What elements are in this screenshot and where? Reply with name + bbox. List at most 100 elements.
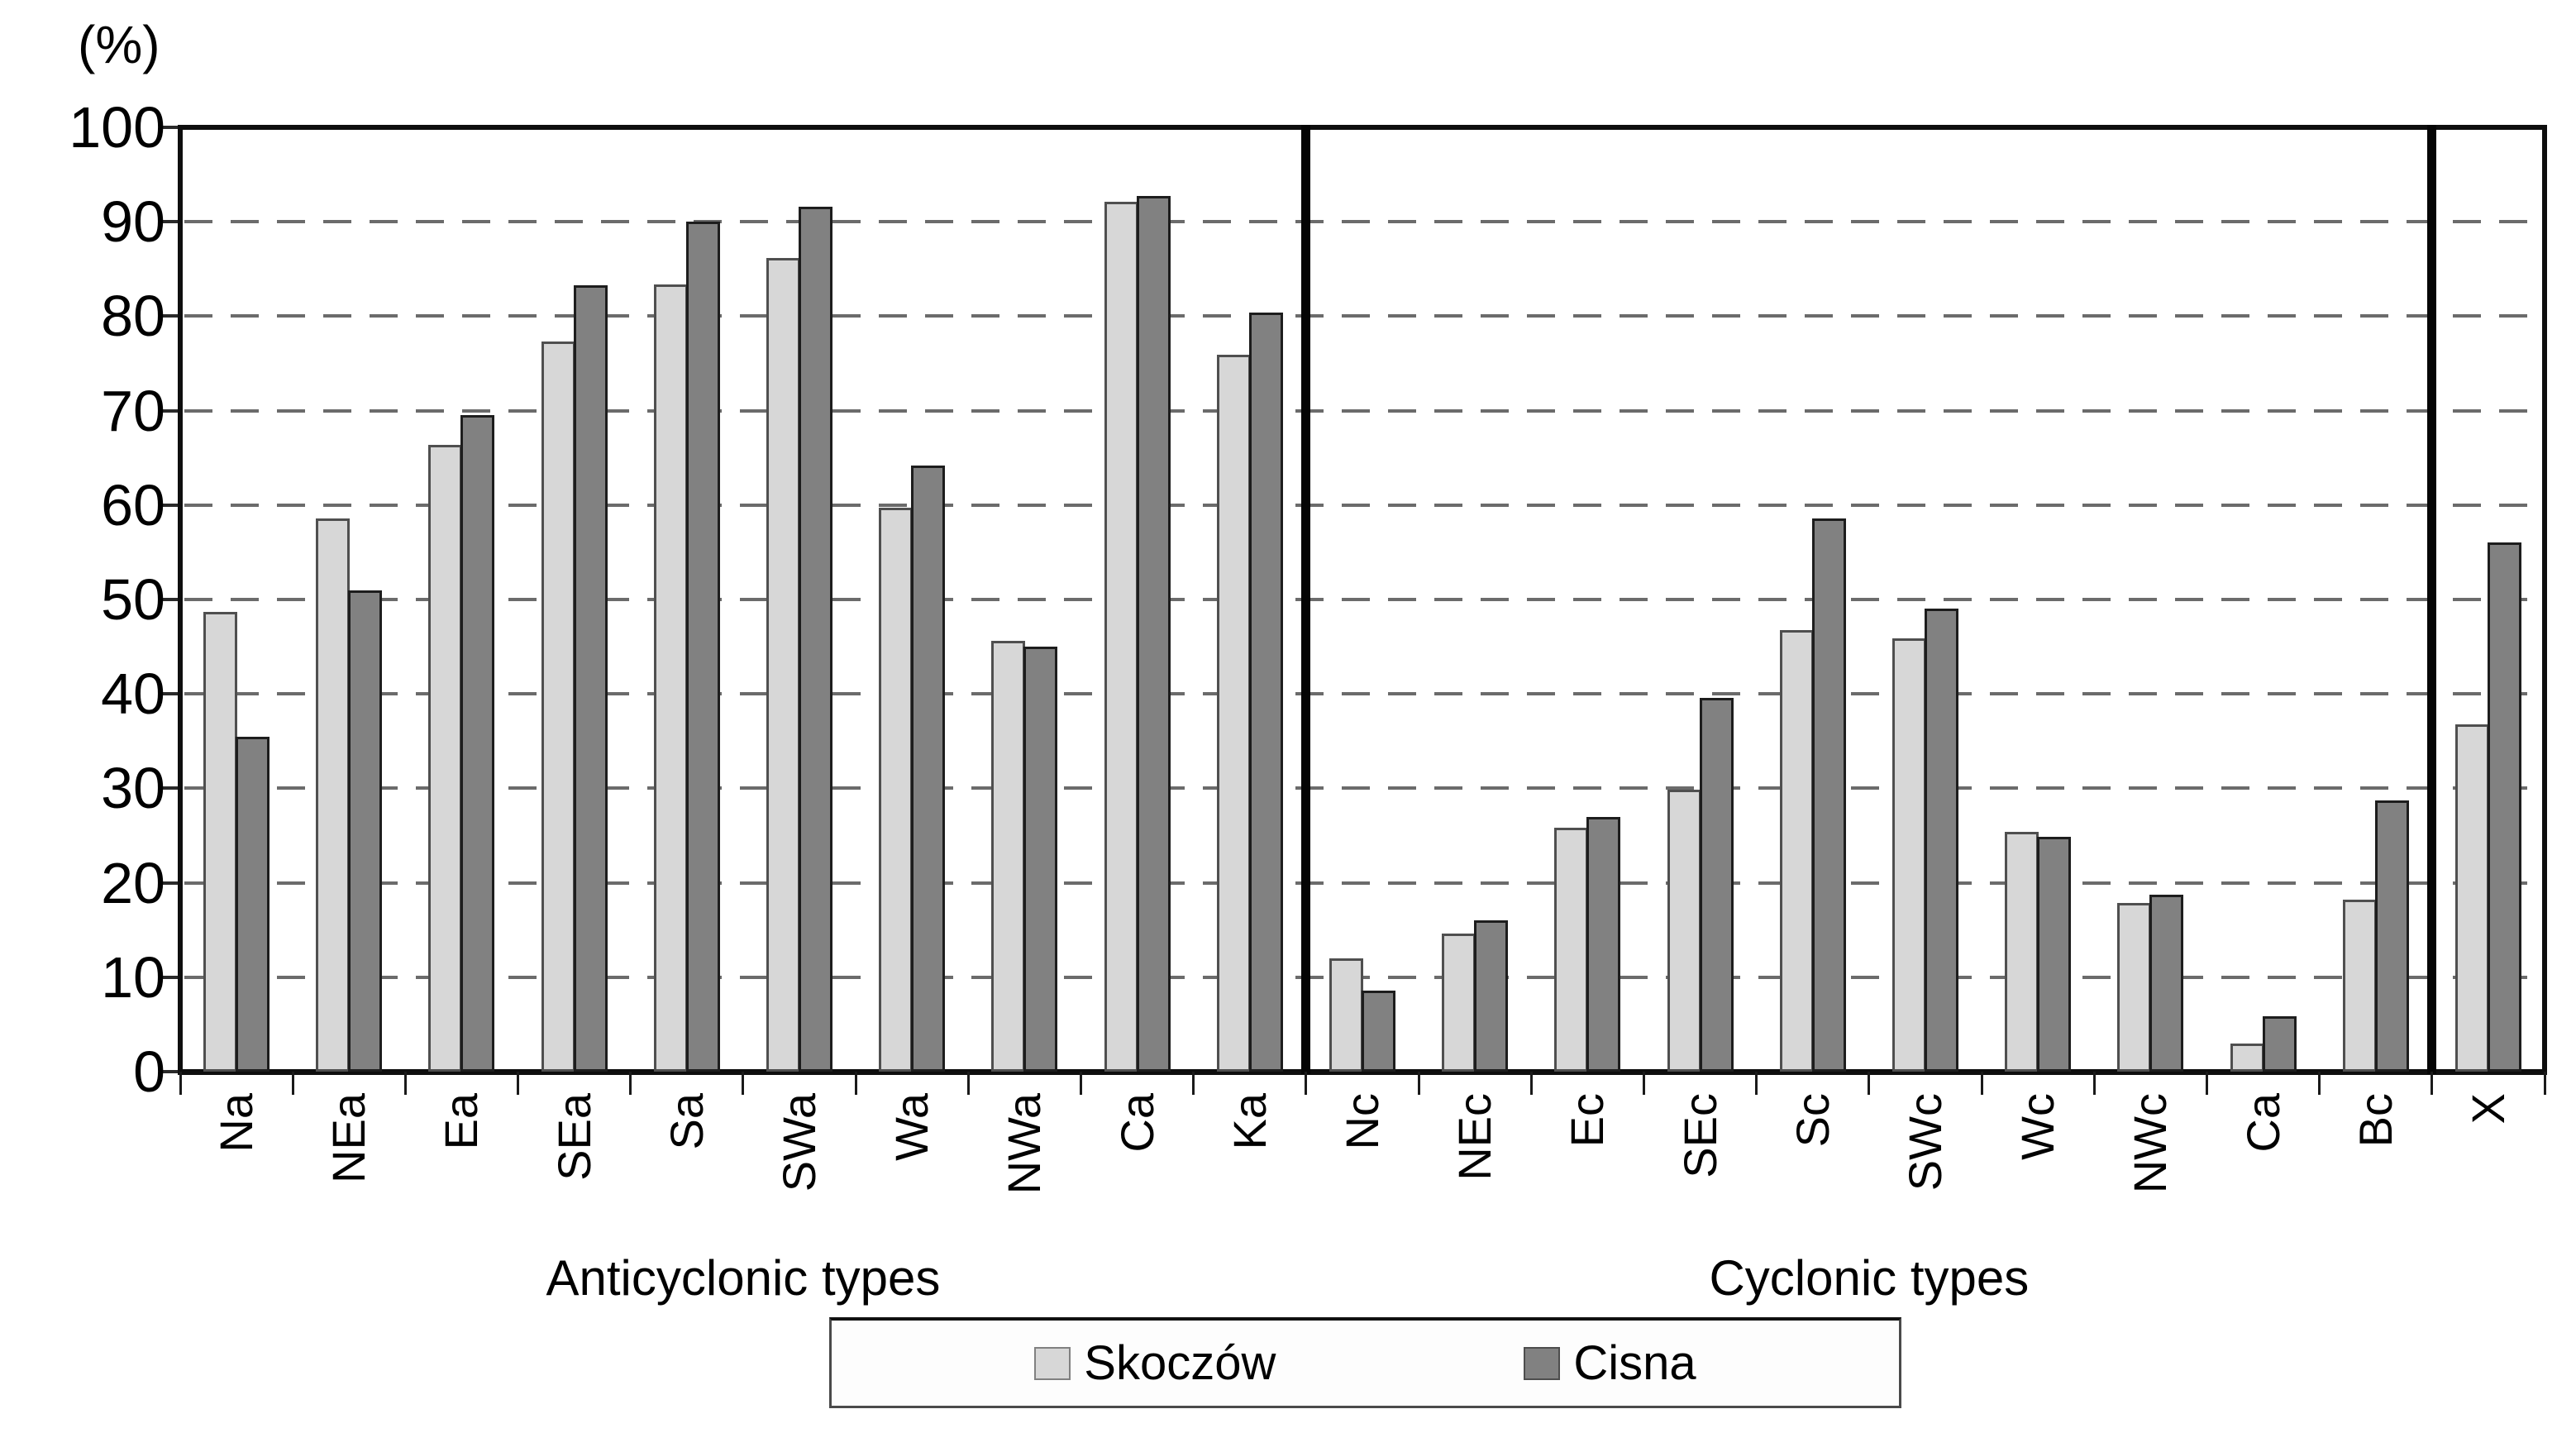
bar-skoczw-NWc-17 — [2117, 902, 2152, 1072]
x-axis-tick-4 — [629, 1072, 632, 1095]
x-axis-tick-8 — [1080, 1072, 1083, 1095]
bar-skoczw-Ca-8 — [1104, 202, 1138, 1072]
category-label-Ca-8: Ca — [1110, 1093, 1163, 1153]
section-label-cyclonic: Cyclonic types — [1709, 1250, 2030, 1306]
bar-skoczw-SEa-3 — [541, 342, 575, 1072]
plot-border-left — [178, 125, 183, 1074]
x-axis-tick-6 — [854, 1072, 857, 1095]
gridline-60 — [184, 503, 2542, 507]
category-label-SEc-13: SEc — [1673, 1093, 1726, 1178]
bar-skoczw-NEc-11 — [1442, 934, 1476, 1072]
y-tick-label-40: 40 — [101, 662, 165, 727]
section-separator-1 — [1301, 125, 1310, 1074]
category-label-Bc-19: Bc — [2349, 1093, 2402, 1148]
y-tick-label-50: 50 — [101, 567, 165, 632]
category-label-Wa-6: Wa — [885, 1093, 938, 1161]
gridline-30 — [184, 786, 2542, 791]
y-tick-40 — [159, 692, 180, 696]
bar-skoczw-Sc-14 — [1779, 629, 1814, 1072]
y-tick-70 — [159, 408, 180, 413]
bar-cisna-Na-0 — [236, 736, 270, 1072]
bar-skoczw-Nc-10 — [1329, 958, 1363, 1072]
x-axis-tick-10 — [1305, 1072, 1308, 1095]
x-axis-tick-7 — [966, 1072, 970, 1095]
x-axis-tick-17 — [2092, 1072, 2096, 1095]
bar-skoczw-SEc-13 — [1667, 789, 1701, 1072]
x-axis-line — [178, 1069, 2547, 1075]
x-axis-tick-12 — [1529, 1072, 1533, 1095]
category-label-Wc-16: Wc — [2011, 1093, 2064, 1160]
y-tick-label-90: 90 — [101, 189, 165, 255]
category-label-Nc-10: Nc — [1336, 1093, 1388, 1150]
bar-skoczw-Wc-16 — [2005, 831, 2039, 1072]
plot-border-top — [178, 125, 2547, 130]
gridline-50 — [184, 598, 2542, 601]
gridline-40 — [184, 692, 2542, 696]
bar-cisna-NWc-17 — [2149, 895, 2184, 1072]
x-axis-tick-1 — [291, 1072, 294, 1095]
legend-item-cisna: Cisna — [1524, 1335, 1696, 1390]
category-label-SWc-15: SWc — [1898, 1093, 1951, 1192]
bar-cisna-Ca-18 — [2262, 1015, 2297, 1072]
bar-skoczw-Ka-9 — [1216, 355, 1251, 1072]
category-label-Na-0: Na — [210, 1093, 263, 1153]
bar-cisna-Sc-14 — [1811, 518, 1846, 1072]
x-axis-tick-11 — [1417, 1072, 1420, 1095]
x-axis-tick-9 — [1192, 1072, 1195, 1095]
category-label-Ca-18: Ca — [2236, 1093, 2289, 1153]
legend-swatch-skoczow — [1034, 1346, 1071, 1380]
bar-skoczw-SWa-5 — [766, 257, 801, 1072]
bar-cisna-SWa-5 — [799, 206, 833, 1072]
gridline-20 — [184, 881, 2542, 885]
bar-skoczw-NEa-1 — [316, 518, 351, 1072]
category-label-NWc-17: NWc — [2124, 1093, 2177, 1194]
bar-cisna-NEa-1 — [348, 590, 383, 1072]
gridline-70 — [184, 408, 2542, 413]
bar-skoczw-Ca-18 — [2230, 1043, 2264, 1072]
x-axis-tick-15 — [1868, 1072, 1871, 1095]
category-label-SWa-5: SWa — [773, 1093, 826, 1192]
x-axis-tick-19 — [2318, 1072, 2321, 1095]
x-axis-tick-5 — [742, 1072, 745, 1095]
x-axis-tick-18 — [2205, 1072, 2208, 1095]
y-tick-90 — [159, 220, 180, 224]
gridline-90 — [184, 220, 2542, 224]
category-label-Sc-14: Sc — [1786, 1093, 1839, 1148]
y-tick-label-80: 80 — [101, 284, 165, 349]
y-tick-80 — [159, 314, 180, 318]
bar-cisna-NEc-11 — [1474, 920, 1509, 1072]
bar-cisna-SWc-15 — [1924, 609, 1958, 1072]
bar-cisna-X-20 — [2487, 542, 2521, 1072]
bar-skoczw-NWa-7 — [991, 641, 1026, 1072]
legend-swatch-cisna — [1524, 1346, 1561, 1380]
bar-cisna-Ca-8 — [1136, 196, 1171, 1072]
category-label-X-20: X — [2461, 1093, 2514, 1125]
y-tick-60 — [159, 503, 180, 507]
y-tick-label-70: 70 — [101, 378, 165, 443]
y-tick-20 — [159, 881, 180, 885]
bar-skoczw-Ea-2 — [428, 444, 463, 1072]
bar-cisna-Sa-4 — [685, 222, 720, 1072]
bar-cisna-Ka-9 — [1248, 312, 1283, 1072]
category-label-NWa-7: NWa — [998, 1093, 1051, 1195]
category-label-SEa-3: SEa — [547, 1093, 600, 1181]
bar-cisna-Ea-2 — [460, 415, 495, 1072]
x-axis-tick-0 — [179, 1072, 182, 1095]
bar-cisna-Bc-19 — [2374, 800, 2409, 1072]
gridline-10 — [184, 975, 2542, 979]
y-tick-label-30: 30 — [101, 756, 165, 821]
category-label-Ka-9: Ka — [1223, 1093, 1276, 1150]
bar-cisna-Nc-10 — [1362, 990, 1395, 1072]
x-axis-tick-16 — [1980, 1072, 1983, 1095]
x-axis-tick-3 — [517, 1072, 520, 1095]
x-axis-tick-20 — [2431, 1072, 2434, 1095]
legend-label-cisna: Cisna — [1573, 1335, 1696, 1390]
y-tick-0 — [159, 1070, 180, 1073]
bar-cisna-SEc-13 — [1699, 697, 1734, 1072]
x-axis-tick-14 — [1755, 1072, 1758, 1095]
category-label-Sa-4: Sa — [660, 1093, 713, 1150]
y-axis-unit-label: (%) — [78, 15, 160, 74]
bar-cisna-Ec-12 — [1586, 816, 1621, 1072]
category-label-Ea-2: Ea — [435, 1093, 488, 1150]
bar-skoczw-Na-0 — [203, 611, 238, 1072]
